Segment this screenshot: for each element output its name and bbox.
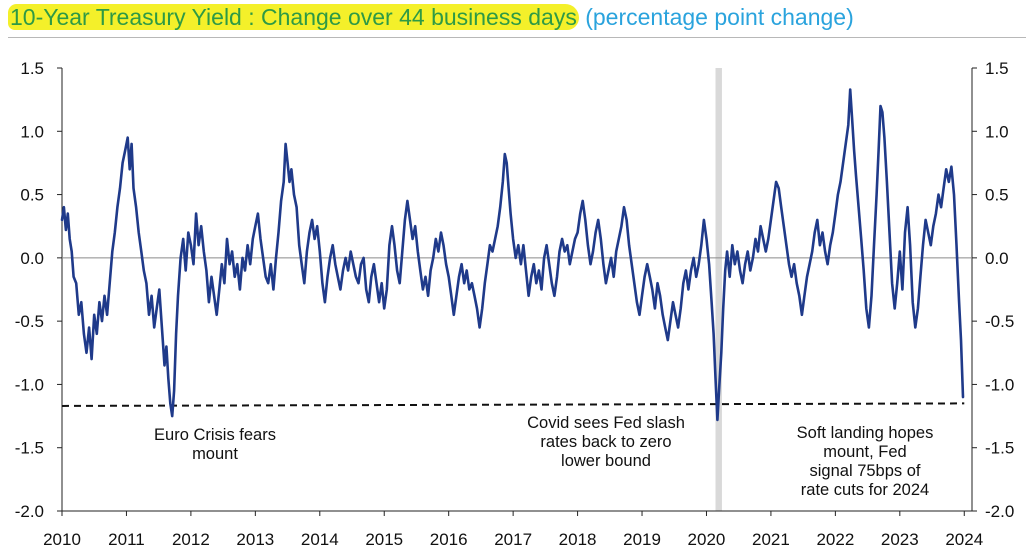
- y-tick-label-left: 0.5: [20, 186, 44, 205]
- annotation-line: Covid sees Fed slash: [527, 414, 685, 432]
- dashed-reference-line: [61, 402, 965, 407]
- y-tick-label-left: -0.5: [15, 312, 44, 331]
- y-tick-label-right: 1.5: [985, 59, 1009, 78]
- annotation-line: Soft landing hopes: [797, 424, 934, 442]
- annotation-line: lower bound: [561, 452, 651, 470]
- y-tick-label-left: -2.0: [15, 502, 44, 521]
- series-line-0: [60, 88, 965, 422]
- x-tick-label: 2011: [108, 530, 145, 549]
- annotation-line: mount: [192, 445, 238, 463]
- covid-shaded-band: [715, 68, 722, 511]
- x-tick-label: 2013: [236, 530, 274, 549]
- y-tick-label-left: 0.0: [20, 249, 44, 268]
- y-tick-label-right: 1.0: [985, 122, 1009, 141]
- y-tick-label-right: 0.0: [985, 249, 1009, 268]
- y-tick-label-left: 1.5: [20, 59, 44, 78]
- x-tick-label: 2017: [494, 530, 532, 549]
- x-tick-label: 2022: [816, 530, 854, 549]
- annotation-line: rate cuts for 2024: [801, 481, 929, 499]
- x-tick-label: 2021: [752, 530, 790, 549]
- x-tick-label: 2014: [301, 530, 339, 549]
- chart-title-suffix: (percentage point change): [578, 4, 854, 30]
- annotation-1: Euro Crisis fears mount: [154, 426, 276, 463]
- annotation-line: rates back to zero: [540, 433, 671, 451]
- y-tick-label-left: -1.5: [15, 439, 44, 458]
- y-tick-label-right: -1.5: [985, 439, 1014, 458]
- y-tick-label-left: 1.0: [20, 122, 44, 141]
- annotation-2: Covid sees Fed slash rates back to zero lo…: [527, 414, 685, 470]
- x-tick-label: 2018: [559, 530, 597, 549]
- y-tick-label-right: 0.5: [985, 186, 1009, 205]
- x-tick-label: 2024: [945, 530, 983, 549]
- title-divider: [8, 37, 1026, 38]
- x-tick-label: 2019: [623, 530, 661, 549]
- y-tick-label-right: -0.5: [985, 312, 1014, 331]
- chart-title-highlighted: 10-Year Treasury Yield : Change over 44 …: [8, 4, 579, 30]
- chart-title: 10-Year Treasury Yield : Change over 44 …: [8, 4, 854, 31]
- y-tick-label-right: -2.0: [985, 502, 1014, 521]
- x-tick-label: 2023: [881, 530, 919, 549]
- x-tick-label: 2020: [688, 530, 726, 549]
- annotation-3: Soft landing hopes mount, Fed signal 75bps…: [797, 424, 934, 499]
- annotation-line: mount, Fed: [823, 443, 906, 461]
- x-tick-label: 2010: [43, 530, 81, 549]
- annotation-line: Euro Crisis fears: [154, 426, 276, 444]
- annotation-line: signal 75bps of: [810, 462, 921, 480]
- x-tick-label: 2012: [172, 530, 210, 549]
- y-tick-label-right: -1.0: [985, 375, 1014, 394]
- x-tick-label: 2016: [430, 530, 468, 549]
- x-tick-label: 2015: [365, 530, 403, 549]
- y-tick-label-left: -1.0: [15, 375, 44, 394]
